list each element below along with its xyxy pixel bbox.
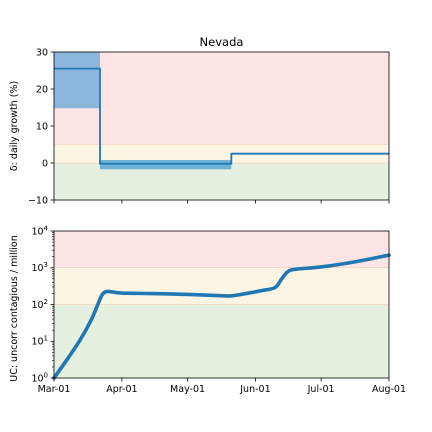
bottom-x-tick-label: Aug-01: [372, 384, 406, 395]
bottom-x-tick-label: Jun-01: [239, 384, 270, 395]
top-y-tick-label: 30: [36, 47, 48, 58]
top-y-tick-label: 10: [36, 121, 48, 132]
top-confidence-band-0: [54, 52, 100, 109]
bottom-x-tick-label: Apr-01: [106, 384, 137, 395]
bottom-y-tick-label: 103: [31, 261, 48, 274]
bottom-y-tick-label: 104: [31, 224, 48, 237]
bottom-panel: 100 101 102 103 104 Mar-01 Apr-01 May-01 Jun-01 J…: [9, 224, 406, 395]
top-y-axis-label: δ: daily growth (%): [9, 81, 20, 171]
top-band-1: [54, 144, 389, 163]
bottom-series-line-0: [52, 253, 391, 380]
bottom-x-tick-label: May-01: [170, 384, 205, 395]
bottom-y-axis-label: UC: uncorr contagious / million: [9, 235, 20, 382]
chart-title: Nevada: [200, 35, 244, 49]
top-y-tick-label: 20: [36, 84, 48, 95]
bottom-band-1: [54, 267, 389, 305]
top-series-line-0: [54, 67, 389, 165]
top-band-2: [54, 52, 389, 145]
bottom-x-tick-label: Jul-01: [307, 384, 335, 395]
top-confidence-band-1: [99, 160, 232, 170]
bottom-band-2: [54, 231, 389, 268]
bottom-x-tick-label: Mar-01: [38, 384, 71, 395]
top-y-tick-label: 0: [42, 158, 48, 169]
bottom-y-tick-label: 102: [31, 298, 48, 311]
top-y-tick-label: −10: [28, 195, 48, 206]
bottom-y-tick-label: 100: [31, 371, 48, 384]
bottom-y-tick-label: 101: [31, 335, 48, 348]
top-panel: −10 0 10 20 30 Nevada δ: daily growth (%): [9, 35, 390, 206]
bottom-band-0: [54, 304, 389, 378]
